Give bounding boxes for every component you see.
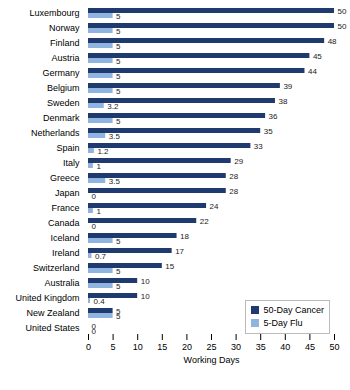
svg-text:Iceland: Iceland	[50, 233, 79, 243]
html-text:50-Day Cancer: 50-Day Cancer	[263, 305, 324, 315]
svg-text:United States: United States	[25, 323, 80, 333]
svg-text:22: 22	[200, 217, 209, 226]
svg-text:5: 5	[116, 57, 121, 66]
svg-text:35: 35	[264, 127, 273, 136]
svg-text:10: 10	[141, 277, 150, 286]
svg-text:28: 28	[229, 172, 238, 181]
svg-text:France: France	[51, 203, 79, 213]
svg-text:Belgium: Belgium	[47, 83, 80, 93]
svg-text:United Kingdom: United Kingdom	[15, 293, 79, 303]
svg-text:38: 38	[278, 97, 287, 106]
svg-text:15: 15	[157, 342, 167, 352]
svg-text:Luxembourg: Luxembourg	[29, 8, 79, 18]
svg-text:5: 5	[116, 87, 121, 96]
svg-text:0: 0	[92, 327, 97, 336]
svg-text:Japan: Japan	[55, 188, 80, 198]
svg-text:50: 50	[338, 22, 347, 31]
svg-text:Spain: Spain	[56, 143, 79, 153]
svg-text:50: 50	[338, 7, 347, 16]
svg-text:Finland: Finland	[50, 38, 80, 48]
svg-text:36: 36	[269, 112, 278, 121]
svg-text:5: 5	[116, 267, 121, 276]
svg-text:10: 10	[141, 292, 150, 301]
svg-text:5: 5	[116, 117, 121, 126]
svg-text:50: 50	[329, 342, 339, 352]
svg-text:25: 25	[206, 342, 216, 352]
svg-text:15: 15	[165, 262, 174, 271]
svg-text:45: 45	[305, 342, 315, 352]
svg-text:Netherlands: Netherlands	[31, 128, 80, 138]
svg-text:28: 28	[229, 187, 238, 196]
svg-text:5: 5	[116, 12, 121, 21]
svg-text:5: 5	[116, 237, 121, 246]
svg-text:5: 5	[116, 27, 121, 36]
svg-text:Italy: Italy	[63, 158, 80, 168]
svg-text:Australia: Australia	[44, 278, 79, 288]
svg-text:Switzerland: Switzerland	[33, 263, 80, 273]
svg-text:33: 33	[254, 142, 263, 151]
svg-text:29: 29	[234, 157, 243, 166]
svg-text:20: 20	[182, 342, 192, 352]
svg-text:48: 48	[328, 37, 337, 46]
svg-text:24: 24	[210, 202, 219, 211]
svg-text:45: 45	[313, 52, 322, 61]
svg-text:3.5: 3.5	[109, 177, 121, 186]
svg-text:30: 30	[231, 342, 241, 352]
svg-text:5: 5	[116, 312, 121, 321]
svg-text:Germany: Germany	[42, 68, 80, 78]
svg-text:17: 17	[175, 247, 184, 256]
svg-text:44: 44	[308, 67, 317, 76]
svg-text:5: 5	[116, 72, 121, 81]
svg-text:Ireland: Ireland	[52, 248, 80, 258]
svg-text:Sweden: Sweden	[47, 98, 80, 108]
svg-text:3.5: 3.5	[109, 132, 121, 141]
svg-text:0: 0	[86, 342, 91, 352]
svg-text:1: 1	[96, 162, 101, 171]
svg-text:39: 39	[283, 82, 292, 91]
svg-text:0: 0	[92, 222, 97, 231]
svg-text:5: 5	[116, 42, 121, 51]
svg-text:40: 40	[280, 342, 290, 352]
svg-text:1: 1	[96, 207, 101, 216]
svg-text:0.7: 0.7	[95, 252, 107, 261]
svg-text:Working Days: Working Days	[184, 355, 240, 365]
svg-text:0.4: 0.4	[93, 297, 105, 306]
svg-text:Austria: Austria	[51, 53, 79, 63]
svg-text:18: 18	[180, 232, 189, 241]
svg-text:Norway: Norway	[49, 23, 80, 33]
svg-text:3.2: 3.2	[107, 102, 119, 111]
svg-text:5: 5	[111, 342, 116, 352]
svg-text:Greece: Greece	[50, 173, 80, 183]
html-text:5-Day Flu: 5-Day Flu	[263, 318, 303, 328]
svg-text:Denmark: Denmark	[43, 113, 80, 123]
svg-text:1.2: 1.2	[97, 147, 109, 156]
svg-text:0: 0	[92, 192, 97, 201]
svg-text:Canada: Canada	[48, 218, 80, 228]
svg-text:10: 10	[133, 342, 143, 352]
svg-text:5: 5	[116, 282, 121, 291]
svg-text:New Zealand: New Zealand	[26, 308, 79, 318]
svg-text:35: 35	[256, 342, 266, 352]
